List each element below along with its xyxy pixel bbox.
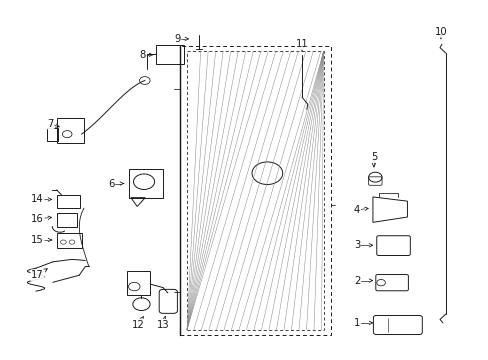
Bar	[47, 128, 58, 141]
Bar	[156, 45, 183, 64]
Text: 4: 4	[353, 205, 360, 215]
Text: 10: 10	[434, 27, 447, 37]
Text: 2: 2	[353, 275, 360, 285]
Text: 11: 11	[295, 39, 308, 49]
Text: 1: 1	[353, 318, 360, 328]
Text: 12: 12	[131, 320, 144, 330]
Bar	[128, 169, 163, 198]
Text: 15: 15	[31, 235, 44, 245]
Text: 6: 6	[108, 179, 114, 189]
Text: 9: 9	[174, 34, 180, 44]
Bar	[127, 271, 150, 294]
Bar	[57, 195, 80, 208]
Bar	[57, 233, 81, 248]
Text: 7: 7	[47, 118, 54, 129]
Text: 5: 5	[370, 152, 376, 162]
Text: 13: 13	[156, 320, 169, 330]
Text: 3: 3	[353, 240, 360, 250]
Text: 17: 17	[31, 270, 44, 280]
Bar	[57, 118, 84, 143]
Text: 16: 16	[31, 214, 44, 224]
Bar	[57, 213, 77, 226]
Text: 8: 8	[140, 50, 146, 60]
Text: 14: 14	[31, 194, 44, 204]
